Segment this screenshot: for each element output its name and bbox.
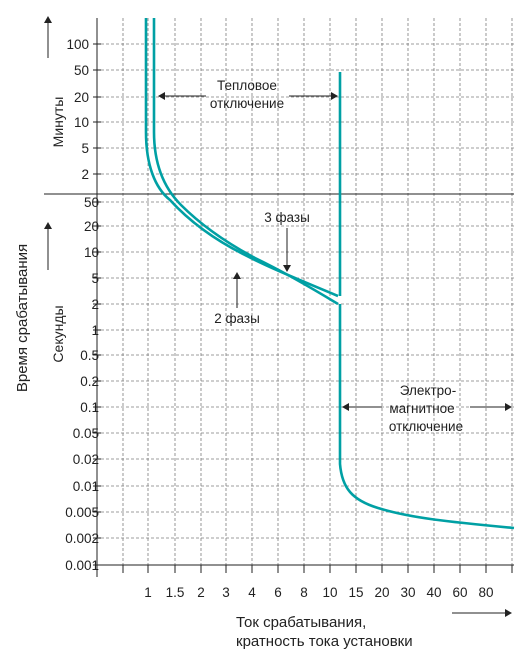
y-tick-label-seconds: 0.2 (80, 374, 99, 389)
y-tick-label-seconds: 0.01 (73, 479, 99, 494)
y-tick-label-seconds: 1 (91, 323, 99, 338)
y-tick-label-seconds: 0.002 (65, 531, 99, 546)
thermal-label-line2: отключение (210, 96, 284, 111)
magnetic-arrow-right-head (505, 403, 512, 411)
y-tick-label-seconds: 20 (84, 219, 99, 234)
three-phase-pointer-head (283, 265, 291, 272)
x-tick-label: 15 (348, 585, 363, 600)
x-tick-label: 3 (222, 585, 230, 600)
series-two-phase (152, 18, 339, 306)
minutes-axis-arrow-head (44, 16, 52, 23)
x-tick-label: 1.5 (166, 585, 185, 600)
x-tick-label: 10 (322, 585, 337, 600)
y-tick-label-seconds: 0.02 (73, 452, 99, 467)
y-tick-label-seconds: 0.1 (80, 400, 99, 415)
two-phase-label: 2 фазы (214, 311, 260, 326)
x-axis-arrow-head (505, 609, 512, 617)
thermal-label-line1: Тепловое (217, 78, 277, 93)
y-tick-label-minutes: 100 (66, 37, 89, 52)
y-tick-label-minutes: 10 (74, 115, 89, 130)
seconds-label: Секунды (50, 305, 66, 362)
y-tick-label-seconds: 0.05 (73, 426, 99, 441)
magnetic-label-line3: отключение (389, 419, 463, 434)
x-tick-label: 40 (426, 585, 441, 600)
x-tick-label: 1 (144, 585, 152, 600)
two-phase-pointer-head (233, 272, 241, 279)
thermal-arrow-right-head (331, 92, 338, 100)
axes-frame (44, 18, 514, 577)
x-tick-label: 20 (374, 585, 389, 600)
seconds-axis-arrow-head (44, 222, 52, 229)
x-tick-label: 2 (197, 585, 205, 600)
y-tick-label-seconds: 50 (84, 195, 99, 210)
y-axis-label: Время срабатывания (14, 244, 31, 392)
x-axis-label-line2: кратность тока установки (236, 633, 413, 650)
y-tick-label-minutes: 50 (74, 63, 89, 78)
y-tick-label-minutes: 5 (81, 141, 89, 156)
magnetic-label-line1: Электро- (400, 383, 456, 398)
x-tick-label: 60 (452, 585, 467, 600)
minutes-label: Минуты (50, 97, 66, 148)
y-tick-label-seconds: 0.005 (65, 505, 99, 520)
x-axis-label-line1: Ток срабатывания, (236, 614, 366, 631)
y-tick-label-minutes: 20 (74, 90, 89, 105)
y-tick-label-seconds: 2 (91, 297, 99, 312)
x-tick-label: 4 (248, 585, 256, 600)
grid (101, 18, 514, 566)
tick-labels: 100 50 20 10 5 2 50 20 10 5 2 1 0.5 0.2 0.1 0.05 0.02 0.0… (65, 37, 493, 600)
magnetic-label-line2: магнитное (389, 401, 454, 416)
y-tick-label-seconds: 0.5 (80, 348, 99, 363)
series-magnetic-trip (338, 72, 515, 530)
y-tick-label-seconds: 0.001 (65, 558, 99, 573)
magnetic-arrow-left-head (342, 403, 349, 411)
thermal-arrow-left-head (158, 92, 165, 100)
three-phase-label: 3 фазы (264, 210, 310, 225)
y-tick-label-minutes: 2 (81, 167, 89, 182)
series (144, 18, 515, 530)
x-tick-label: 8 (300, 585, 308, 600)
x-tick-label: 6 (274, 585, 282, 600)
x-tick-label: 30 (400, 585, 415, 600)
y-tick-label-seconds: 10 (84, 245, 99, 260)
x-tick-label: 80 (478, 585, 493, 600)
annotations (44, 16, 512, 617)
y-tick-label-seconds: 5 (91, 271, 99, 286)
